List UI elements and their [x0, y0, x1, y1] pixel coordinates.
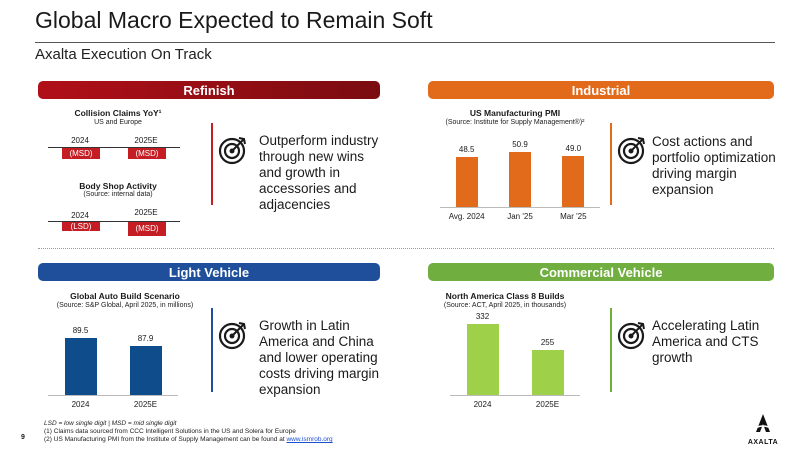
band-refinish-label: Refinish	[183, 82, 235, 98]
light-vehicle-divider	[211, 308, 213, 392]
pmi-chart-title: US Manufacturing PMI	[469, 108, 561, 118]
bar-1	[509, 152, 531, 207]
bar-value-label-0: 48.5	[458, 145, 475, 154]
target-arrow-icon	[218, 137, 246, 165]
bodyshop-activity-title: Body Shop Activity	[79, 181, 157, 191]
ism-link[interactable]: www.ismrob.org	[286, 436, 333, 443]
title-divider	[35, 42, 775, 43]
bodyshop-activity-subtitle: (Source: internal data)	[83, 191, 153, 198]
band-light-vehicle-label: Light Vehicle	[168, 264, 250, 280]
bar-value-label-1: 50.9	[512, 140, 528, 149]
x-axis-line	[48, 395, 178, 396]
x-axis-line	[450, 395, 580, 396]
category-label-0: Avg. 2024	[448, 212, 485, 221]
category-label-1: Jan '25	[507, 212, 533, 221]
auto-build-chart-title: Global Auto Build Scenario	[70, 291, 180, 301]
bar-value-label-1: 255	[540, 338, 555, 347]
collision-year-2024: 2024	[71, 136, 89, 145]
band-industrial: Industrial	[428, 81, 774, 99]
axalta-logo: AXALTA	[738, 410, 788, 446]
band-light-vehicle: Light Vehicle	[38, 263, 380, 281]
target-arrow-icon	[218, 322, 246, 350]
page-subtitle: Axalta Execution On Track	[35, 46, 212, 63]
axalta-logo-mark	[751, 414, 775, 432]
band-industrial-label: Industrial	[571, 82, 631, 98]
footnote-2: (2) US Manufacturing PMI from the Instit…	[44, 436, 333, 444]
page-number: 9	[21, 434, 25, 441]
bar-0	[466, 324, 499, 395]
industrial-text: Cost actions and portfolio optimization …	[652, 134, 776, 197]
class8-chart-title: North America Class 8 Builds	[445, 291, 565, 301]
category-label-2: Mar '25	[560, 212, 587, 221]
bodyshop-value-2025e: (MSD)	[128, 222, 166, 236]
band-commercial-vehicle-label: Commercial Vehicle	[539, 264, 663, 280]
collision-baseline	[48, 147, 180, 148]
bodyshop-year-2025e: 2025E	[134, 208, 158, 217]
category-label-1: 2025E	[133, 400, 158, 409]
category-label-1: 2025E	[535, 400, 560, 409]
bar-1	[531, 350, 564, 395]
bar-value-label-0: 332	[475, 312, 490, 321]
auto-build-bar-chart: 89.5 2024 87.9 2025E	[48, 318, 178, 413]
refinish-divider	[211, 123, 213, 205]
bar-2	[562, 155, 585, 207]
industrial-divider	[610, 123, 612, 205]
light-vehicle-text: Growth in Latin America and China and lo…	[259, 318, 380, 397]
footnote-abbreviations: LSD = low single digit | MSD = mid singl…	[44, 420, 177, 427]
collision-claims-subtitle: US and Europe	[94, 119, 142, 126]
commercial-vehicle-text: Accelerating Latin America and CTS growt…	[652, 318, 760, 365]
auto-build-chart-subtitle: (Source: S&P Global, April 2025, in mill…	[56, 302, 194, 309]
bar-value-label-2: 49.0	[565, 143, 582, 153]
page-title: Global Macro Expected to Remain Soft	[35, 7, 433, 33]
class8-chart-subtitle: (Source: ACT, April 2025, in thousands)	[443, 302, 567, 309]
collision-claims-title: Collision Claims YoY¹	[74, 108, 162, 118]
class8-bar-chart: 332 2024 255 2025E	[450, 312, 580, 413]
collision-value-2025e: (MSD)	[128, 148, 166, 159]
target-arrow-icon	[617, 137, 645, 165]
collision-value-2024: (MSD)	[62, 148, 100, 159]
target-arrow-icon	[617, 322, 645, 350]
footnote-2-text: (2) US Manufacturing PMI from the Instit…	[44, 436, 287, 443]
pmi-bar-chart: 48.5 Avg. 2024 50.9 Jan '25 49.0 Mar '25	[440, 135, 600, 225]
x-axis-line	[440, 207, 600, 208]
category-label-0: 2024	[71, 400, 90, 409]
bar-value-label-0: 89.5	[72, 326, 89, 335]
refinish-text: Outperform industry through new wins and…	[259, 133, 379, 212]
band-commercial-vehicle: Commercial Vehicle	[428, 263, 774, 281]
bodyshop-baseline	[48, 221, 180, 222]
section-divider	[38, 248, 774, 249]
bar-value-label-1: 87.9	[137, 334, 154, 343]
category-label-0: 2024	[473, 400, 492, 409]
pmi-chart-subtitle: (Source: Institute for Supply Management…	[445, 119, 585, 126]
bar-0	[455, 157, 478, 207]
commercial-vehicle-divider	[610, 308, 612, 392]
band-refinish: Refinish	[38, 81, 380, 99]
bar-1	[129, 346, 162, 395]
axalta-logo-text: AXALTA	[747, 439, 779, 446]
collision-year-2025e: 2025E	[134, 136, 158, 145]
bodyshop-year-2024: 2024	[71, 211, 89, 220]
bar-0	[64, 338, 97, 395]
bodyshop-value-2024: (LSD)	[62, 222, 100, 231]
footnote-1: (1) Claims data sourced from CCC Intelli…	[44, 428, 296, 435]
